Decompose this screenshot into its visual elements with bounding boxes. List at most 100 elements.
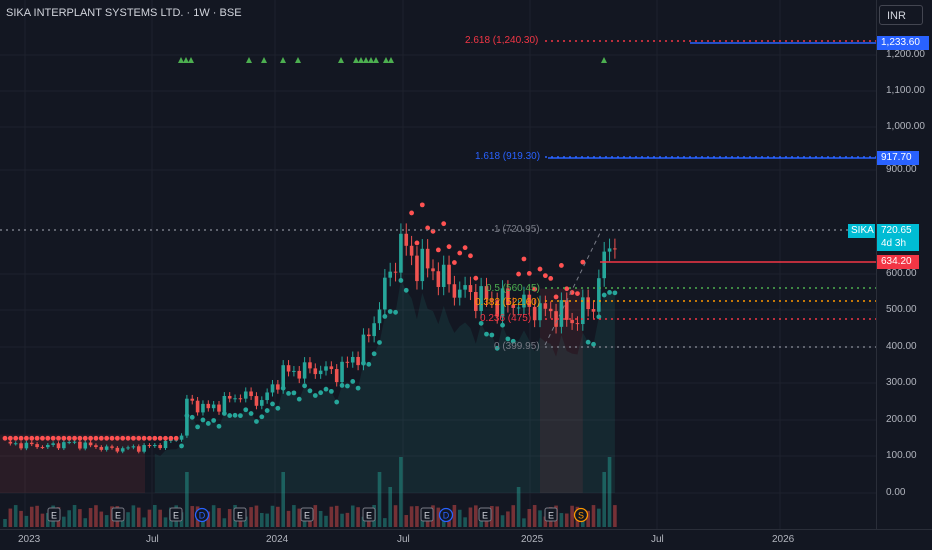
buy-signal-triangle bbox=[383, 57, 389, 63]
supertrend-dots bbox=[2, 202, 618, 449]
volume-bar bbox=[404, 515, 409, 527]
supertrend-dot bbox=[468, 253, 473, 259]
supertrend-dot bbox=[216, 423, 222, 429]
supertrend-dot bbox=[312, 393, 318, 398]
candle-body bbox=[436, 271, 441, 287]
volume-bar bbox=[281, 472, 285, 527]
supertrend-dot bbox=[414, 240, 420, 246]
supertrend-dot bbox=[596, 314, 602, 320]
candle-body bbox=[367, 334, 371, 337]
candle-body bbox=[286, 365, 291, 372]
candle-body bbox=[104, 446, 109, 450]
supertrend-dot bbox=[452, 260, 457, 265]
supertrend-dot bbox=[526, 270, 532, 276]
candle-body bbox=[195, 400, 200, 413]
buy-signal-triangle bbox=[353, 57, 359, 63]
candle-body bbox=[153, 444, 157, 447]
split-marker: S bbox=[573, 507, 589, 523]
volume-bar bbox=[190, 506, 195, 527]
candle-body bbox=[474, 292, 478, 311]
price-tick: 1,100.00 bbox=[886, 85, 925, 96]
supertrend-dot bbox=[114, 435, 120, 441]
supertrend-dot bbox=[61, 435, 67, 441]
supertrend-dot bbox=[505, 336, 511, 342]
volume-bar bbox=[104, 515, 109, 527]
volume-bar bbox=[564, 513, 569, 527]
supertrend-dot bbox=[45, 435, 51, 441]
volume-bar bbox=[249, 507, 253, 527]
supertrend-dot bbox=[478, 320, 484, 326]
volume-bar bbox=[345, 512, 350, 527]
svg-text:S: S bbox=[578, 511, 584, 521]
dividend-marker: D bbox=[194, 507, 210, 523]
supertrend-dot bbox=[542, 273, 548, 279]
svg-text:E: E bbox=[115, 511, 121, 521]
candle-body bbox=[83, 442, 88, 449]
volume-bars bbox=[3, 457, 617, 527]
candle-body bbox=[463, 285, 467, 290]
svg-text:E: E bbox=[304, 511, 310, 521]
buy-signal-triangle bbox=[363, 57, 369, 63]
volume-bar bbox=[388, 487, 392, 527]
candle-body bbox=[270, 384, 275, 393]
supertrend-dot bbox=[56, 435, 61, 441]
volume-bar bbox=[254, 505, 259, 527]
supertrend-dot bbox=[254, 419, 259, 424]
volume-bar bbox=[276, 506, 280, 527]
supertrend-dot bbox=[607, 290, 612, 295]
candle-body bbox=[260, 400, 264, 406]
supertrend-dot bbox=[473, 275, 479, 281]
candle-body bbox=[179, 435, 184, 440]
bearish-zone bbox=[0, 434, 145, 493]
candle-body bbox=[78, 441, 82, 449]
buy-signal-markers bbox=[178, 57, 607, 63]
candle-body bbox=[35, 444, 39, 448]
svg-text:E: E bbox=[237, 511, 243, 521]
candle-body bbox=[217, 404, 221, 412]
volume-bar bbox=[415, 506, 419, 527]
supertrend-dot bbox=[345, 383, 350, 389]
price-tick: 500.00 bbox=[886, 304, 917, 315]
supertrend-dot bbox=[377, 340, 382, 345]
supertrend-dot bbox=[173, 435, 179, 441]
candle-body bbox=[99, 447, 104, 450]
volume-bar bbox=[211, 505, 216, 527]
time-label: Jul bbox=[397, 534, 410, 545]
earnings-marker: E bbox=[300, 507, 314, 522]
supertrend-dot bbox=[50, 435, 56, 441]
symbol-title[interactable]: SIKA INTERPLANT SYSTEMS LTD. · 1W · BSE bbox=[6, 7, 242, 19]
candle-body bbox=[393, 271, 398, 273]
candle-body bbox=[297, 370, 302, 379]
volume-bar bbox=[377, 472, 382, 527]
svg-text:E: E bbox=[173, 511, 179, 521]
supertrend-dot bbox=[580, 259, 586, 265]
supertrend-dot bbox=[131, 435, 136, 441]
supertrend-dot bbox=[559, 263, 564, 268]
supertrend-dot bbox=[291, 390, 297, 396]
currency-button[interactable]: INR bbox=[879, 5, 923, 25]
candle-body bbox=[377, 309, 382, 324]
supertrend-dot bbox=[280, 385, 286, 391]
candle-body bbox=[447, 264, 451, 285]
price-tick: 600.00 bbox=[886, 268, 917, 279]
supertrend-dot bbox=[387, 309, 393, 314]
supertrend-dot bbox=[516, 271, 521, 277]
candle-body bbox=[388, 271, 392, 278]
candle-body bbox=[548, 308, 553, 312]
volume-bar bbox=[29, 506, 34, 527]
supertrend-dot bbox=[243, 407, 249, 413]
supertrend-dot bbox=[575, 291, 580, 297]
supertrend-dot bbox=[489, 332, 495, 338]
candle-body bbox=[570, 319, 574, 324]
price-tick: 1,200.00 bbox=[886, 49, 925, 60]
candle-body bbox=[511, 305, 516, 308]
volume-bar bbox=[495, 506, 499, 527]
volume-bar bbox=[8, 508, 13, 527]
supertrend-dot bbox=[141, 435, 147, 441]
volume-bar bbox=[506, 511, 510, 527]
volume-bar bbox=[409, 506, 414, 527]
candle-body bbox=[88, 442, 93, 446]
volume-bar bbox=[318, 510, 323, 527]
price-tick: 100.00 bbox=[886, 450, 917, 461]
